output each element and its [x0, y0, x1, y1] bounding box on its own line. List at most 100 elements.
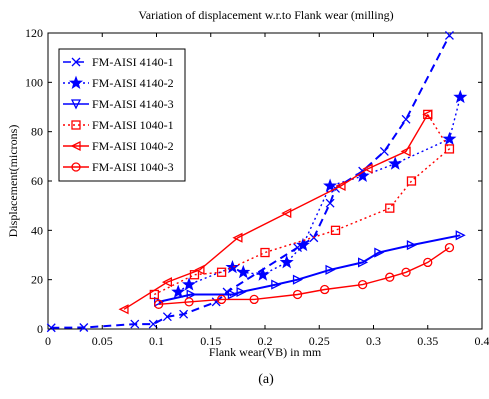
series-3 [154, 230, 466, 307]
legend-marker [71, 120, 81, 130]
legend-entry: FM-AISI 1040-2 [63, 139, 174, 153]
data-point [130, 319, 140, 329]
legend-label: FM-AISI 1040-1 [92, 118, 174, 132]
data-point [358, 257, 369, 268]
data-point [320, 284, 330, 295]
legend-entry: FM-AISI 4140-1 [63, 55, 174, 69]
data-point [216, 267, 227, 277]
legend-marker [70, 99, 82, 110]
data-point [442, 131, 457, 146]
data-point [271, 279, 282, 290]
data-point [379, 146, 389, 156]
data-point [400, 146, 411, 157]
series-line [177, 96, 461, 293]
data-point [325, 198, 335, 208]
legend-label: FM-AISI 1040-3 [92, 160, 174, 174]
x-tick-label: 0.15 [200, 334, 221, 348]
figure-sublabel: (a) [258, 372, 274, 387]
x-tick-label: 0.4 [475, 334, 489, 348]
legend-marker [68, 75, 84, 89]
series-5 [118, 109, 433, 315]
series-line [158, 234, 461, 303]
y-tick-label: 20 [31, 273, 43, 287]
chart-title: Variation of displacement w.r.to Flank w… [138, 8, 393, 22]
x-tick-label: 0.35 [417, 334, 438, 348]
data-point [194, 264, 205, 275]
data-point [453, 89, 468, 104]
y-axis-label: Displacement(microns) [6, 125, 20, 238]
data-point [388, 156, 403, 170]
legend-entry: FM-AISI 4140-2 [63, 75, 174, 90]
data-point [292, 289, 303, 300]
data-point [385, 203, 395, 213]
data-point [232, 232, 243, 243]
x-axis-label: Flank wear(VB) in mm [209, 345, 322, 359]
x-tick-label: 0 [45, 334, 51, 348]
series-line [123, 114, 429, 310]
data-point [154, 299, 164, 309]
legend-label: FM-AISI 4140-1 [92, 55, 174, 69]
data-point [184, 297, 194, 307]
legend-label: FM-AISI 4140-2 [92, 76, 174, 90]
series-line [153, 114, 451, 296]
data-point [335, 180, 346, 191]
data-point [216, 294, 227, 305]
series-6 [154, 242, 455, 309]
data-point [455, 230, 466, 241]
x-tick-label: 0.25 [309, 334, 330, 348]
data-point [189, 270, 200, 280]
y-tick-label: 40 [31, 223, 43, 237]
y-tick-label: 60 [31, 174, 43, 188]
data-point [323, 178, 338, 192]
x-tick-label: 0.05 [92, 334, 113, 348]
y-tick-label: 120 [25, 26, 43, 40]
data-point [161, 277, 172, 288]
data-point [281, 208, 292, 219]
legend-entry: FM-AISI 1040-1 [63, 118, 174, 132]
data-point [385, 272, 395, 282]
data-point [295, 237, 310, 252]
legend-entry: FM-AISI 4140-3 [63, 97, 174, 111]
data-point [260, 247, 270, 258]
data-point [148, 319, 158, 329]
data-point [423, 257, 433, 268]
data-point [401, 114, 411, 124]
series-line [158, 247, 450, 305]
data-point [249, 294, 259, 305]
data-point [444, 242, 455, 253]
data-point [279, 255, 294, 269]
y-tick-label: 100 [25, 75, 43, 89]
data-point [401, 267, 411, 277]
data-point [46, 323, 56, 333]
data-point [179, 309, 189, 319]
data-point [118, 304, 129, 315]
legend-label: FM-AISI 4140-3 [92, 97, 174, 111]
data-point [357, 279, 368, 290]
data-point [255, 267, 270, 281]
legend-marker [70, 140, 81, 152]
data-point [236, 264, 251, 279]
legend-entry: FM-AISI 1040-3 [63, 160, 174, 174]
data-point [171, 284, 186, 298]
data-point [422, 109, 433, 120]
series-2 [171, 89, 468, 298]
data-point [292, 274, 304, 285]
data-point [225, 259, 240, 274]
legend-marker [71, 57, 81, 67]
data-point [182, 277, 197, 291]
data-point [374, 247, 385, 258]
y-tick-label: 80 [31, 125, 43, 139]
data-point [406, 240, 417, 251]
x-tick-label: 0.2 [258, 334, 273, 348]
data-point [186, 289, 197, 300]
y-tick-label: 0 [37, 322, 43, 336]
data-point [330, 225, 341, 235]
data-point [444, 31, 454, 40]
data-point [406, 176, 417, 186]
legend-box [58, 48, 186, 182]
legend-marker [71, 162, 81, 172]
legend-label: FM-AISI 1040-2 [92, 139, 174, 153]
data-point [444, 144, 455, 154]
data-point [362, 163, 373, 174]
